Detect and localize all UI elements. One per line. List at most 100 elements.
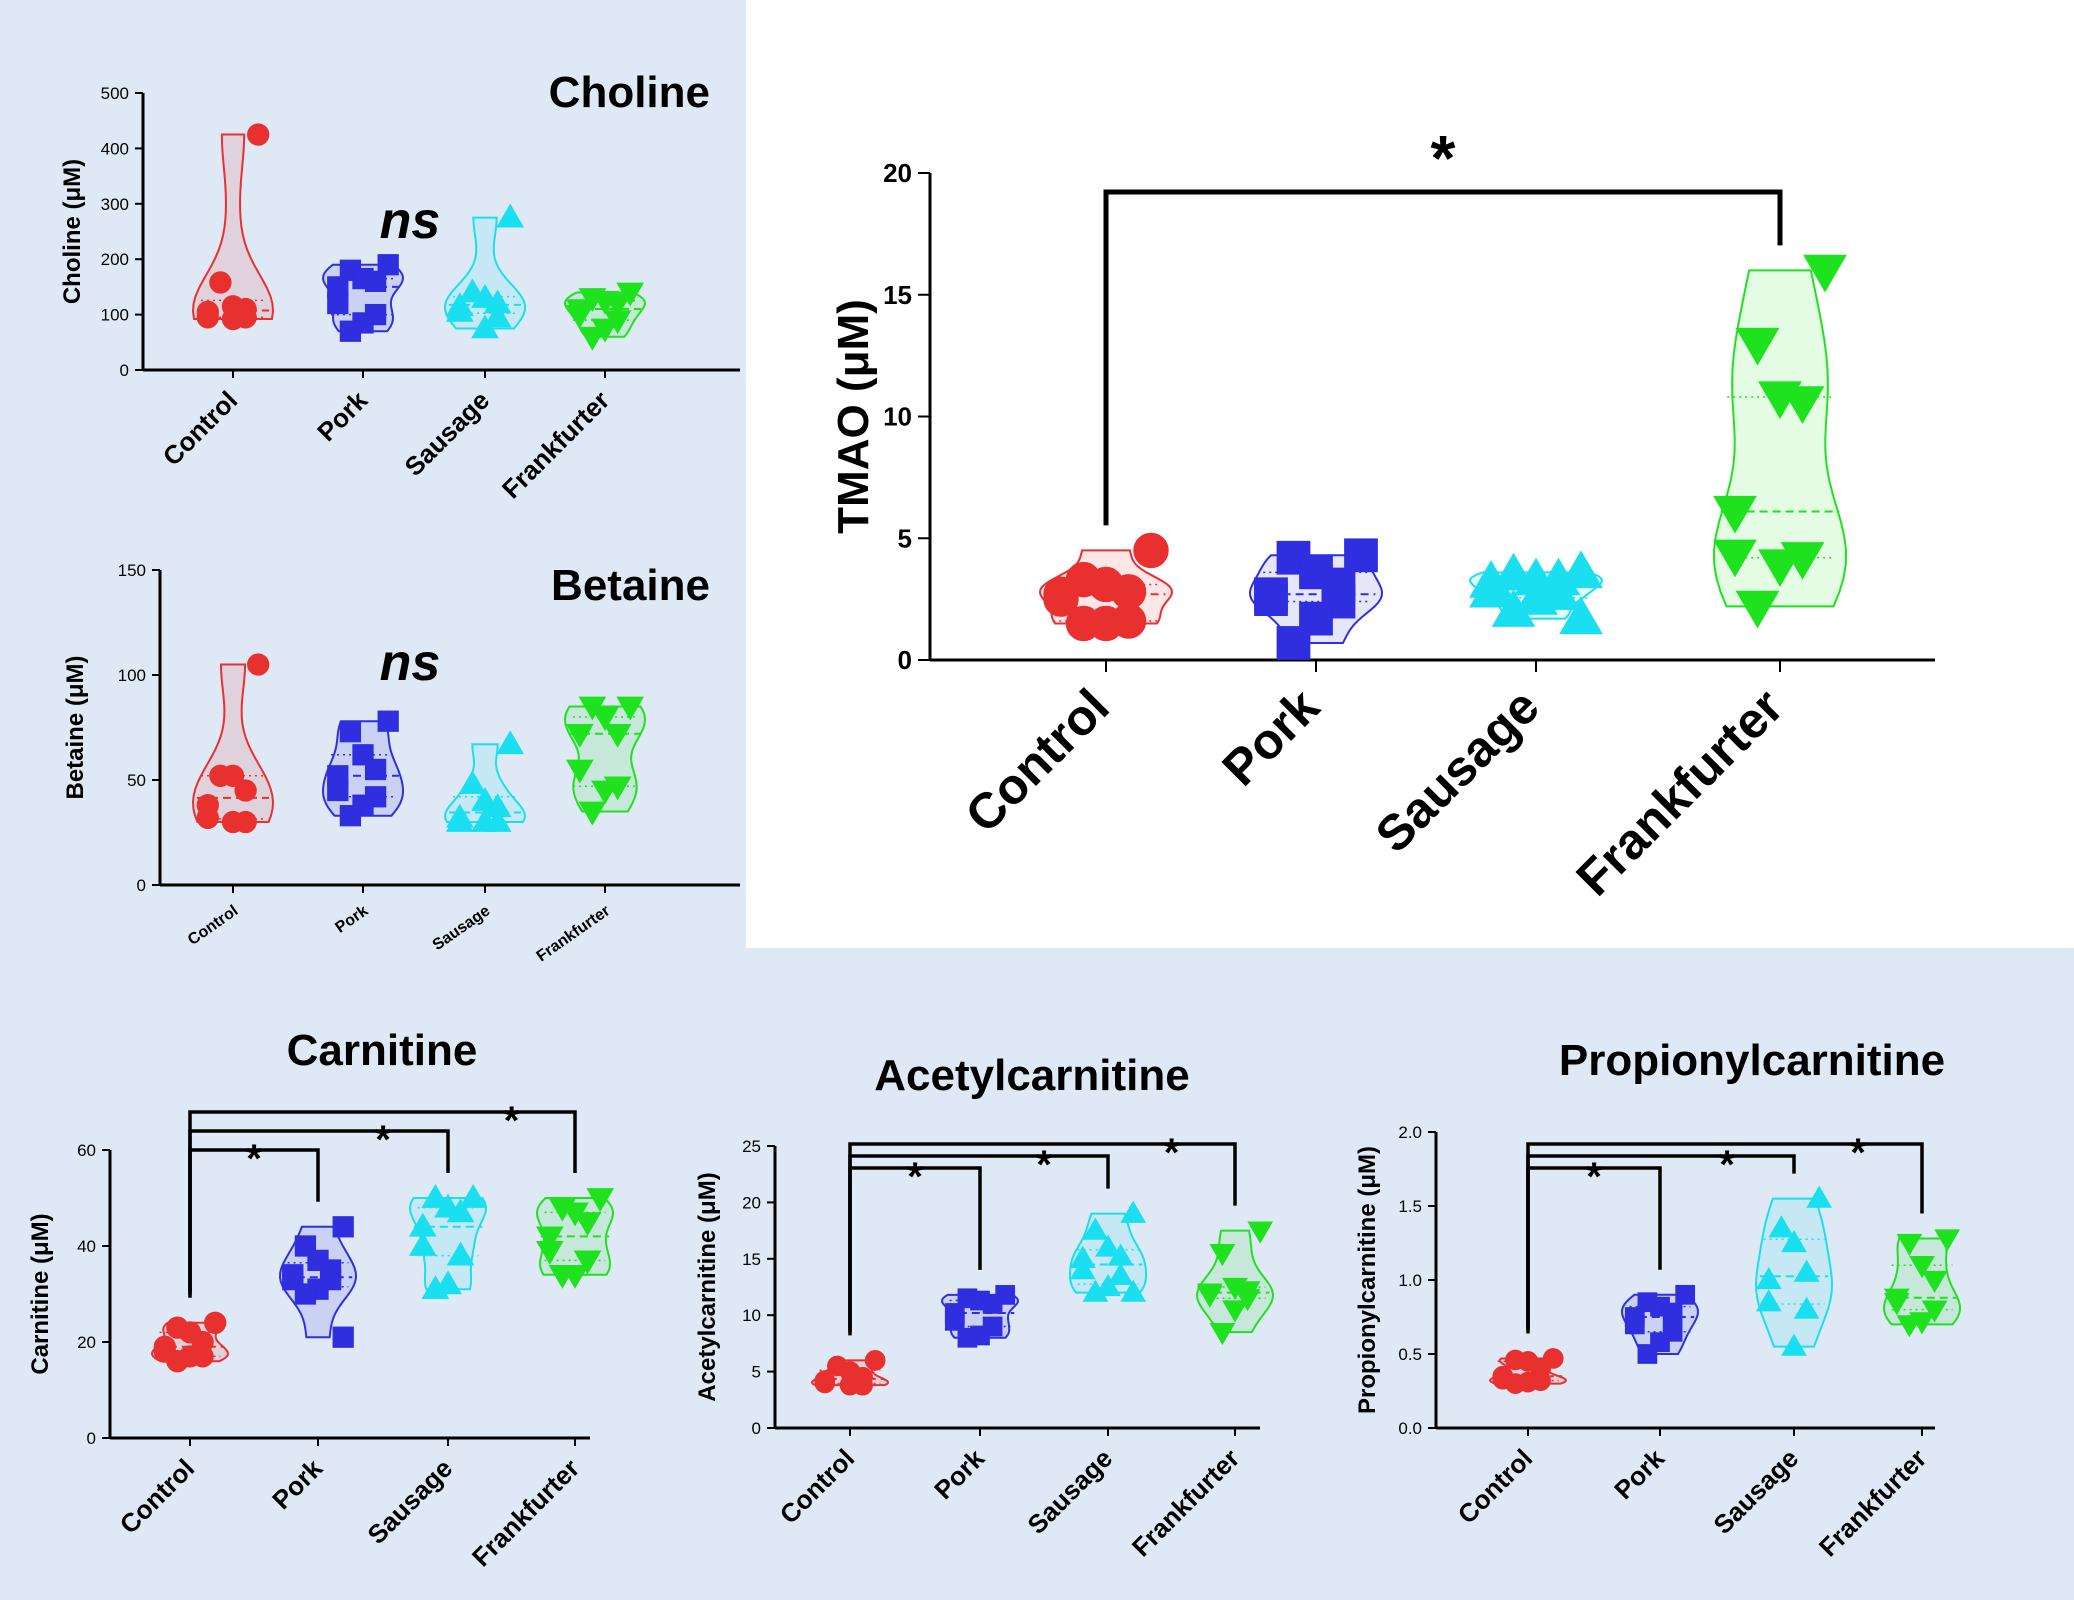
propionylcarnitine-y-tick-label: 0.0	[1398, 1419, 1422, 1438]
tmao-point-sausage	[1559, 596, 1603, 635]
betaine-point-control	[221, 764, 245, 787]
choline-category-label-control: Control	[157, 385, 244, 472]
betaine-point-control	[234, 779, 257, 802]
choline-point-sausage	[471, 314, 499, 339]
choline-point-frankfurter	[578, 326, 607, 351]
betaine-panel: 0 50 100 150 Betaine (μM) Betaine Control Pork S…	[62, 561, 740, 965]
tmao-category-label-pork: Pork	[1212, 678, 1330, 796]
acetylcarnitine-point-sausage	[1120, 1200, 1147, 1223]
betaine-y-tick-label: 100	[118, 666, 146, 685]
choline-point-control	[221, 307, 245, 331]
tmao-y-tick-label: 20	[883, 158, 912, 188]
betaine-point-frankfurter	[591, 707, 619, 731]
propionylcarnitine-category-label-frankfurter: Frankfurter	[1813, 1443, 1932, 1562]
choline-panel: 0 100 200 300 400 500 Choline (μM) Choline Contr…	[59, 68, 740, 504]
choline-y-tick-label: 300	[101, 195, 129, 214]
carnitine-category-label-control: Control	[114, 1453, 201, 1540]
acetylcarnitine-significance-bracket	[848, 1142, 1237, 1330]
betaine-point-sausage	[458, 770, 487, 795]
tmao-point-pork	[1344, 538, 1378, 573]
propionylcarnitine-significance-star: *	[1719, 1143, 1735, 1187]
betaine-violin-sausage	[443, 743, 527, 823]
propionylcarnitine-point-frankfurter	[1909, 1256, 1935, 1279]
carnitine-point-sausage	[408, 1232, 437, 1256]
acetylcarnitine-category-label-control: Control	[774, 1443, 861, 1530]
betaine-category-label-pork: Pork	[332, 902, 371, 936]
tmao-panel: 0 5 10 15 20 TMAO (μM) Control Pork Sausage Frank…	[829, 122, 1935, 906]
acetylcarnitine-significance-star: *	[907, 1155, 923, 1199]
betaine-y-tick-label: 150	[118, 561, 146, 580]
carnitine-y-axis-label: Carnitine (μM)	[27, 1213, 54, 1374]
propionylcarnitine-point-pork	[1637, 1344, 1658, 1364]
choline-point-pork	[327, 292, 349, 315]
propionylcarnitine-point-frankfurter	[1921, 1270, 1948, 1293]
betaine-point-pork	[339, 721, 362, 743]
acetylcarnitine-y-tick-label: 0	[752, 1419, 761, 1438]
carnitine-point-control	[204, 1311, 227, 1334]
acetylcarnitine-significance-star: *	[1036, 1143, 1052, 1187]
choline-category-label-sausage: Sausage	[398, 385, 495, 482]
tmao-category-label-control: Control	[955, 678, 1120, 843]
acetylcarnitine-point-sausage	[1095, 1274, 1121, 1297]
choline-point-control	[209, 271, 232, 294]
acetylcarnitine-point-sausage	[1107, 1262, 1134, 1285]
betaine-point-control	[247, 653, 270, 676]
carnitine-point-sausage	[446, 1241, 475, 1266]
acetylcarnitine-point-pork	[944, 1310, 965, 1331]
propionylcarnitine-y-tick-label: 2.0	[1398, 1123, 1422, 1142]
carnitine-y-tick-label: 40	[77, 1237, 96, 1256]
acetylcarnitine-point-pork	[982, 1294, 1003, 1314]
propionylcarnitine-significance-star: *	[1586, 1155, 1602, 1199]
propionylcarnitine-point-pork	[1624, 1314, 1645, 1335]
carnitine-y-tick-label: 0	[87, 1429, 96, 1448]
tmao-point-pork	[1254, 582, 1288, 617]
propionylcarnitine-point-sausage	[1768, 1215, 1795, 1238]
acetylcarnitine-significance-star: *	[1164, 1131, 1180, 1175]
tmao-point-frankfurter	[1803, 254, 1847, 293]
betaine-y-axis-label: Betaine (μM)	[62, 655, 89, 799]
acetylcarnitine-point-sausage	[1082, 1217, 1109, 1240]
propionylcarnitine-point-frankfurter	[1896, 1315, 1923, 1338]
panel-background-bottom	[0, 948, 2074, 1600]
choline-y-tick-label: 200	[101, 250, 129, 269]
propionylcarnitine-significance-bracket	[1526, 1142, 1924, 1328]
choline-y-tick-label: 0	[120, 361, 129, 380]
tmao-point-control	[1065, 605, 1102, 642]
carnitine-point-frankfurter	[535, 1240, 564, 1265]
carnitine-point-frankfurter	[573, 1250, 602, 1275]
betaine-point-frankfurter	[565, 723, 594, 748]
acetylcarnitine-point-frankfurter	[1222, 1300, 1248, 1323]
carnitine-point-frankfurter	[535, 1226, 564, 1251]
tmao-y-tick-label: 15	[883, 280, 912, 310]
choline-point-sausage	[445, 297, 474, 322]
choline-category-label-pork: Pork	[311, 385, 373, 447]
propionylcarnitine-point-frankfurter	[1934, 1229, 1961, 1252]
carnitine-point-frankfurter	[573, 1212, 602, 1236]
carnitine-point-sausage	[446, 1198, 475, 1223]
propionylcarnitine-point-frankfurter	[1896, 1233, 1923, 1256]
carnitine-point-sausage	[459, 1184, 488, 1208]
propionylcarnitine-point-control	[1505, 1373, 1526, 1394]
propionylcarnitine-y-tick-label: 1.0	[1398, 1271, 1422, 1290]
betaine-point-sausage	[471, 808, 499, 832]
choline-ns-label: ns	[380, 192, 441, 250]
tmao-y-axis-label: TMAO (μM)	[829, 299, 878, 534]
tmao-significance-star: *	[1431, 122, 1456, 194]
betaine-point-sausage	[445, 808, 474, 832]
carnitine-point-sausage	[421, 1275, 450, 1300]
acetylcarnitine-point-control	[864, 1349, 886, 1371]
carnitine-category-label-sausage: Sausage	[361, 1453, 458, 1550]
carnitine-significance-star: *	[504, 1099, 520, 1143]
betaine-point-frankfurter	[565, 759, 594, 784]
tmao-point-sausage	[1491, 589, 1536, 627]
choline-y-tick-label: 400	[101, 139, 129, 158]
acetylcarnitine-point-sausage	[1069, 1257, 1096, 1280]
propionylcarnitine-point-pork	[1675, 1284, 1696, 1305]
propionylcarnitine-point-pork	[1662, 1302, 1683, 1323]
acetylcarnitine-point-frankfurter	[1247, 1221, 1274, 1244]
acetylcarnitine-point-sausage	[1120, 1279, 1147, 1302]
carnitine-significance-bracket	[188, 1110, 577, 1292]
carnitine-category-label-pork: Pork	[266, 1453, 328, 1515]
acetylcarnitine-point-frankfurter	[1209, 1244, 1236, 1267]
